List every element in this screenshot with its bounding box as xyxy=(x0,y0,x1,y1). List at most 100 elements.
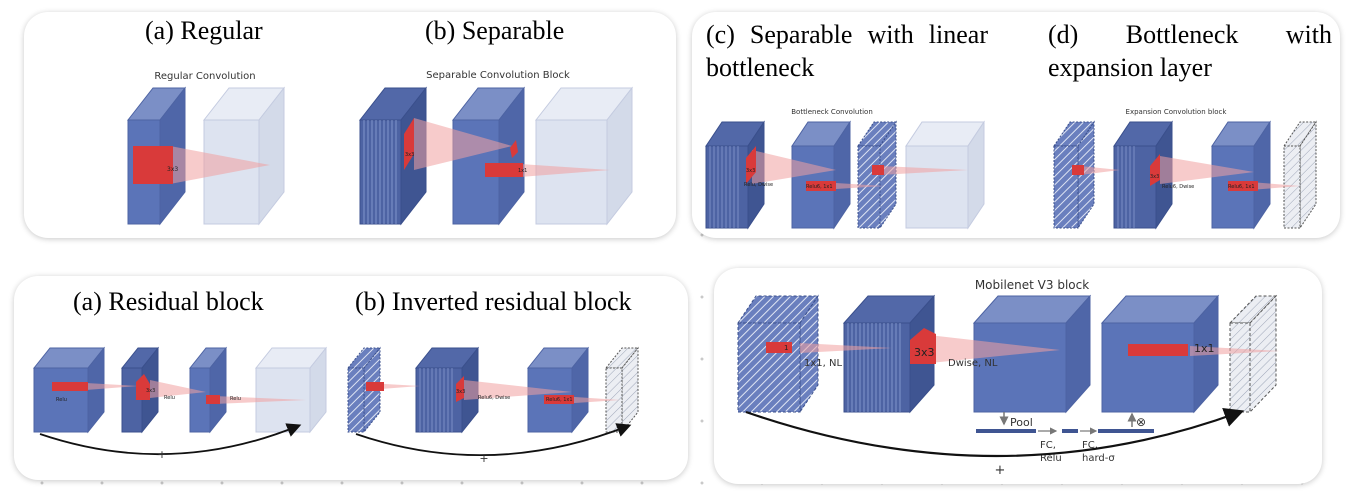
bottleneck-field-1 xyxy=(752,150,836,184)
caption-bottleneck-convolution: Bottleneck Convolution xyxy=(791,108,873,116)
caption-separable-block: Separable Convolution Block xyxy=(426,70,570,81)
mnv3-skip-arrow xyxy=(745,408,1245,458)
separable-depthwise-kernel xyxy=(404,118,414,170)
residual-field-3 xyxy=(214,396,306,404)
heading-inverted-residual-block: (b) Inverted residual block xyxy=(355,287,632,316)
heading-residual-block: (a) Residual block xyxy=(73,287,264,316)
mnv3-hard-sigma-label: hard-σ xyxy=(1082,453,1115,464)
residual-relu-3: Relu xyxy=(230,396,241,402)
mnv3-output-volume xyxy=(1228,294,1278,414)
caption-regular-convolution: Regular Convolution xyxy=(154,71,255,82)
residual-field-2 xyxy=(150,380,206,398)
inverted-kernel-3 xyxy=(544,395,574,404)
residual-input-volume xyxy=(32,346,106,434)
mnv3-pool-bar xyxy=(976,429,1036,433)
regular-input-volume xyxy=(126,86,187,226)
inverted-kernel-2 xyxy=(456,376,464,402)
expansion-dwise-kernel xyxy=(1150,154,1160,186)
inverted-kernel-1 xyxy=(366,382,384,391)
inverted-plus: + xyxy=(479,452,488,465)
mnv3-fc1-bar xyxy=(1062,429,1078,433)
mnv3-plus: + xyxy=(995,463,1006,478)
residual-skip-arrow xyxy=(39,423,302,456)
separable-input-stack xyxy=(358,86,428,226)
inverted-field-2 xyxy=(464,380,572,400)
bottleneck-kernel xyxy=(746,146,756,184)
bottleneck-relu-dwise: Relu, Dwise xyxy=(744,182,773,188)
inverted-relu6-1x1: Relu6, 1x1 xyxy=(546,397,573,403)
bottleneck-input-stack xyxy=(705,120,765,230)
mnv3-kernel-3 xyxy=(1128,344,1188,356)
mnv3-projection-volume xyxy=(1100,294,1220,414)
heading-separable-linear-bottleneck: (c) Separable with linear bottleneck xyxy=(706,20,988,82)
inverted-relu6-dwise: Relu6, Dwise xyxy=(478,395,510,401)
mnv3-kernel-2-label: 3x3 xyxy=(914,346,935,359)
residual-kernel-1 xyxy=(52,382,88,391)
mnv3-input-volume xyxy=(737,294,819,414)
separable-kernel-label: 3x3 xyxy=(405,152,414,158)
bottleneck-linear-kernel xyxy=(872,165,884,175)
mnv3-pool-label: Pool xyxy=(1010,416,1033,429)
expansion-pointwise-kernel xyxy=(1228,181,1258,191)
inverted-skip-arrow xyxy=(355,423,632,457)
separable-pointwise-field xyxy=(520,164,610,177)
regular-kernel xyxy=(133,146,173,184)
mnv3-fc2-bar xyxy=(1098,429,1154,433)
mnv3-fc2-label: FC, xyxy=(1082,440,1098,451)
expansion-kernel-label: 3x3 xyxy=(1150,174,1159,180)
heading-bottleneck-expansion: (d) Bottleneck with expansion layer xyxy=(1048,20,1332,82)
bottleneck-output-volume xyxy=(905,120,985,230)
residual-mid-volume xyxy=(188,346,228,434)
mnv3-relu-label: Relu xyxy=(1040,453,1062,464)
mnv3-field-3 xyxy=(1190,346,1280,356)
expansion-output-volume xyxy=(1283,120,1317,230)
expansion-field-3 xyxy=(1250,182,1300,190)
bottleneck-mid-volume xyxy=(791,120,851,230)
regular-receptive-field xyxy=(170,146,270,184)
mnv3-kernel-1 xyxy=(766,342,792,353)
expansion-mid-stack xyxy=(1113,120,1173,230)
residual-plus: + xyxy=(157,448,166,461)
bottleneck-field-3 xyxy=(880,166,968,175)
residual-kernel-3 xyxy=(206,395,220,404)
inverted-field-3 xyxy=(560,396,620,404)
mnv3-scale-label: ⊗ xyxy=(1136,415,1146,429)
mnv3-fc1-label: FC, xyxy=(1040,440,1056,451)
residual-output-volume xyxy=(254,346,328,434)
inverted-kernel-2-label: 3x3 xyxy=(456,389,465,395)
mnv3-kernel-3-label: 1x1 xyxy=(1194,342,1215,355)
separable-pointwise-kernel xyxy=(485,163,523,177)
separable-depthwise-field xyxy=(414,118,512,170)
mnv3-field-2 xyxy=(920,334,1060,364)
residual-kernel-2-label: 3x3 xyxy=(146,388,155,394)
expansion-input-kernel xyxy=(1072,165,1084,175)
caption-expansion-block: Expansion Convolution block xyxy=(1126,108,1228,116)
mnv3-kernel-2 xyxy=(910,328,936,364)
inverted-input-volume xyxy=(346,346,382,434)
regular-kernel-label: 3x3 xyxy=(167,166,178,173)
residual-relu-1: Relu xyxy=(56,397,67,403)
residual-kernel-2 xyxy=(136,374,150,400)
separable-pointwise-label: 1x1 xyxy=(518,168,527,174)
mobilenet-title: Mobilenet V3 block xyxy=(975,278,1089,292)
mnv3-1x1-nl-label: 1x1, NL xyxy=(804,358,842,369)
bottleneck-relu6-1x1: Relu6, 1x1 xyxy=(806,184,833,190)
expansion-field-2 xyxy=(1160,156,1254,184)
expansion-relu6-dwise: Relu6, Dwise xyxy=(1162,184,1194,190)
expansion-field-1 xyxy=(1080,166,1120,175)
residual-relu-2: Relu xyxy=(164,395,175,401)
mnv3-dwise-volume xyxy=(972,294,1092,414)
expansion-input-volume xyxy=(1053,120,1095,230)
bottleneck-kernel-label: 3x3 xyxy=(746,168,755,174)
mnv3-field-1 xyxy=(800,343,892,353)
mnv3-kernel-1-label: 1 xyxy=(784,344,788,352)
heading-separable: (b) Separable xyxy=(425,16,565,45)
residual-field-1 xyxy=(86,383,138,390)
bottleneck-pointwise-kernel xyxy=(806,181,836,191)
mnv3-dwise-nl-label: Dwise, NL xyxy=(948,358,998,369)
expansion-relu6-1x1: Relu6, 1x1 xyxy=(1228,184,1255,190)
